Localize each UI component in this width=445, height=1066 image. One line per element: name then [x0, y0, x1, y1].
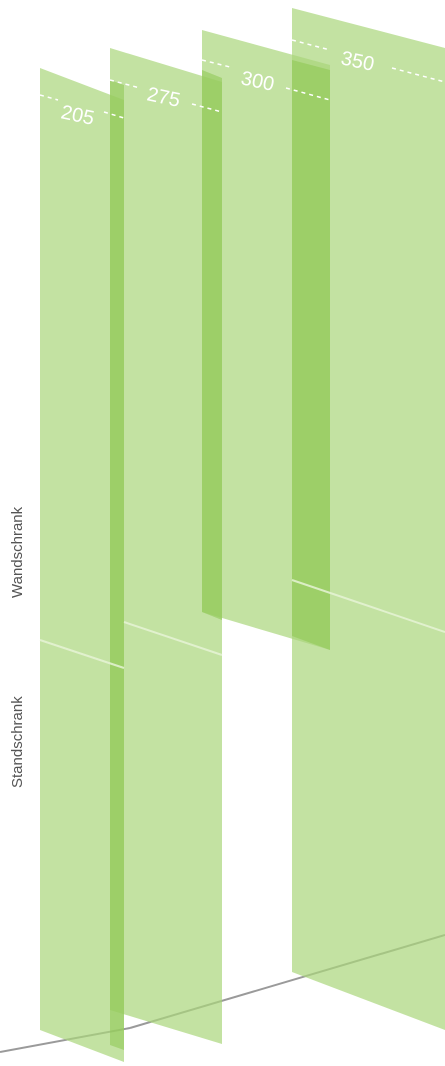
- dim-line-205-right: [103, 111, 125, 119]
- divider-line-350: [291, 579, 445, 633]
- dim-line-205-left: [39, 94, 59, 101]
- dim-line-350-right: [391, 67, 445, 83]
- overlap-strip-2: [202, 70, 222, 620]
- panel-205: [40, 68, 124, 1062]
- panel-275: [110, 48, 222, 1044]
- dim-line-275-left: [109, 79, 141, 89]
- wall-cabinet-label: Wandschrank: [9, 506, 26, 598]
- panel-350: [292, 8, 445, 1030]
- overlap-strip-1: [110, 80, 124, 1050]
- divider-line-205: [39, 639, 125, 669]
- floor-cabinet-label: Standschrank: [9, 696, 26, 788]
- dim-line-350-left: [291, 39, 331, 51]
- dim-line-300-left: [201, 59, 231, 68]
- divider-line-275: [123, 621, 223, 656]
- overlap-strip-3: [292, 60, 330, 650]
- dim-line-275-right: [191, 103, 223, 113]
